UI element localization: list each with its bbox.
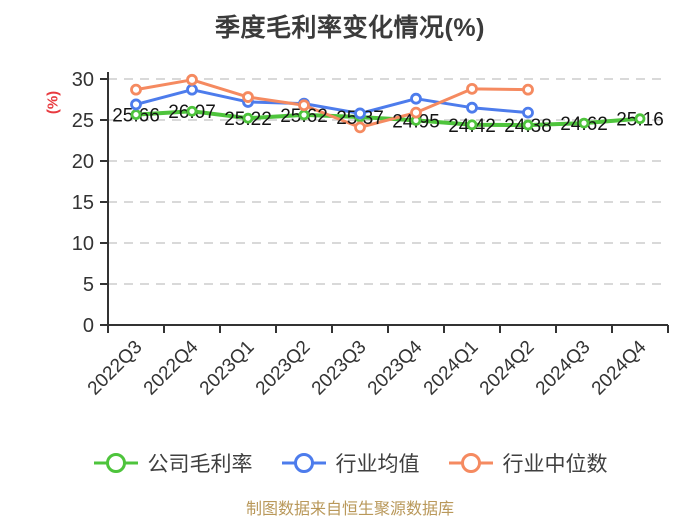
data-point-company-gross-margin — [186, 105, 198, 117]
data-point-industry-median — [466, 82, 478, 95]
data-point-industry-median — [130, 83, 142, 96]
chart-title: 季度毛利率变化情况(%) — [215, 14, 485, 42]
data-point-industry-median — [298, 99, 310, 112]
data-point-industry-median — [186, 73, 198, 86]
data-point-company-gross-margin — [466, 119, 478, 131]
legend-item-company-gross-margin[interactable]: 公司毛利率 — [93, 448, 253, 478]
data-point-industry-median — [242, 91, 254, 103]
data-point-company-gross-margin — [242, 112, 254, 124]
x-tick-label: 2023Q1 — [196, 337, 259, 400]
x-tick-label: 2024Q2 — [476, 337, 539, 400]
data-point-company-gross-margin — [298, 109, 310, 121]
data-point-company-gross-margin — [578, 117, 590, 129]
y-tick-label: 10 — [72, 233, 94, 255]
y-tick-label: 25 — [72, 110, 94, 132]
y-tick-label: 15 — [72, 192, 94, 214]
series-line-industry-mean — [134, 88, 530, 115]
data-point-industry-median — [522, 83, 534, 96]
data-point-industry-mean — [410, 92, 422, 105]
data-point-industry-mean — [130, 98, 142, 111]
y-tick-label: 0 — [83, 315, 94, 337]
data-point-industry-median — [410, 106, 422, 119]
series-line-industry-median — [134, 78, 530, 129]
x-tick-label: 2022Q3 — [84, 337, 147, 400]
line-marker-icon — [281, 453, 326, 473]
data-point-industry-mean — [466, 101, 478, 114]
legend-item-industry-median[interactable]: 行业中位数 — [448, 448, 608, 478]
data-source-footer: 制图数据来自恒生聚源数据库 — [245, 501, 454, 518]
line-marker-icon — [93, 453, 138, 473]
data-point-industry-mean — [186, 83, 198, 96]
x-tick-label: 2023Q4 — [364, 336, 427, 399]
data-point-company-gross-margin — [130, 109, 142, 120]
y-tick-label: 30 — [72, 69, 94, 91]
x-tick-label: 2023Q2 — [252, 337, 315, 400]
y-tick-label: 5 — [83, 274, 94, 296]
chart-legend: 公司毛利率 行业均值 行业中位数 — [0, 448, 700, 478]
line-chart-canvas: 0510152025302022Q32022Q42023Q12023Q22023… — [72, 69, 669, 400]
data-point-company-gross-margin — [522, 119, 534, 131]
x-tick-label: 2023Q3 — [308, 337, 371, 400]
data-point-industry-mean — [354, 107, 366, 120]
data-point-industry-median — [354, 121, 366, 134]
x-tick-label: 2024Q1 — [420, 337, 483, 400]
x-tick-label: 2024Q4 — [588, 336, 651, 399]
line-marker-icon — [448, 453, 493, 473]
data-point-company-gross-margin — [634, 113, 646, 125]
legend-label: 行业均值 — [335, 453, 420, 476]
x-tick-label: 2022Q4 — [140, 336, 203, 399]
data-point-industry-mean — [522, 106, 534, 119]
legend-label: 公司毛利率 — [147, 453, 253, 476]
legend-item-industry-mean[interactable]: 行业均值 — [281, 448, 420, 478]
x-tick-label: 2024Q3 — [532, 337, 595, 400]
legend-label: 行业中位数 — [502, 453, 608, 476]
y-tick-label: 20 — [72, 151, 94, 173]
